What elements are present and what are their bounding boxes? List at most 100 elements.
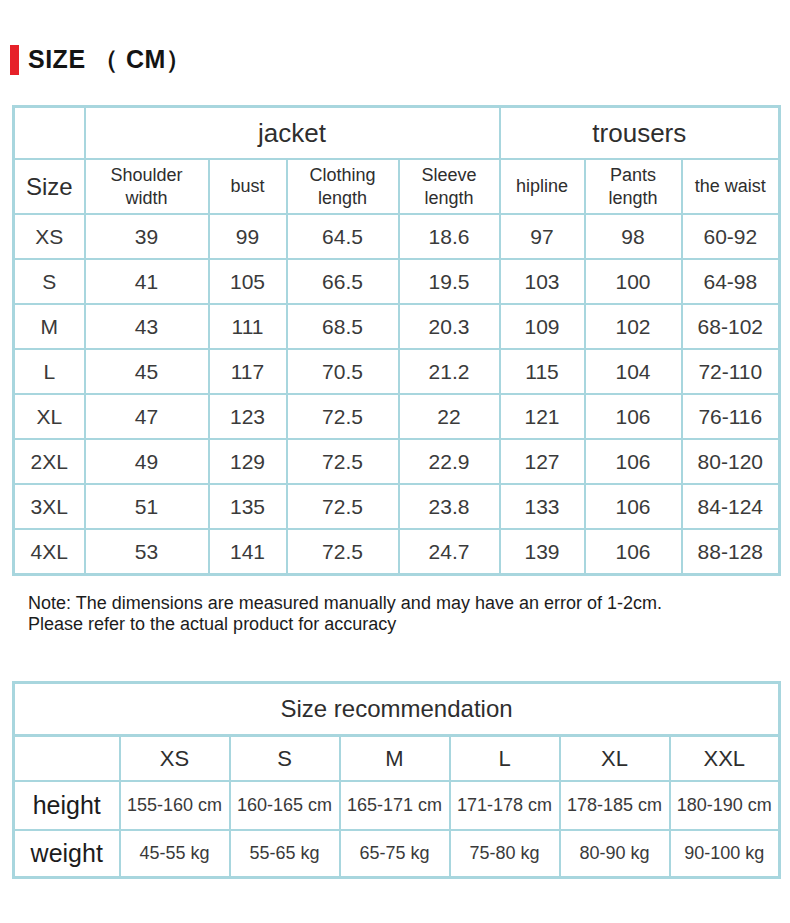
size-cell: 4XL <box>14 529 85 575</box>
group-header-trousers: trousers <box>500 107 780 160</box>
value-cell: 80-90 kg <box>560 830 670 878</box>
column-header-size: Size <box>14 159 85 214</box>
table-row: 4XL 53 141 72.5 24.7 139 106 88-128 <box>14 529 780 575</box>
value-cell: 84-124 <box>682 484 780 529</box>
value-cell: 104 <box>585 349 682 394</box>
value-cell: 117 <box>209 349 287 394</box>
value-cell: 39 <box>85 214 209 259</box>
value-cell: 64.5 <box>287 214 399 259</box>
value-cell: 106 <box>585 394 682 439</box>
value-cell: 139 <box>500 529 585 575</box>
column-header: XXL <box>670 736 780 782</box>
value-cell: 20.3 <box>399 304 500 349</box>
value-cell: 103 <box>500 259 585 304</box>
value-cell: 88-128 <box>682 529 780 575</box>
column-header: Sleeve length <box>399 159 500 214</box>
table-row: Size recommendation <box>14 683 780 736</box>
value-cell: 72-110 <box>682 349 780 394</box>
size-cell: M <box>14 304 85 349</box>
column-header: the waist <box>682 159 780 214</box>
size-table: jacket trousers Size Shoulder width bust… <box>12 105 781 576</box>
column-header: Shoulder width <box>85 159 209 214</box>
corner-empty-cell <box>14 107 85 160</box>
group-header-jacket: jacket <box>85 107 500 160</box>
value-cell: 109 <box>500 304 585 349</box>
value-cell: 133 <box>500 484 585 529</box>
column-header: M <box>340 736 450 782</box>
table-row: XS S M L XL XXL <box>14 736 780 782</box>
value-cell: 66.5 <box>287 259 399 304</box>
size-recommendation-table: Size recommendation XS S M L XL XXL heig… <box>12 681 781 879</box>
row-label-height: height <box>14 781 120 830</box>
value-cell: 75-80 kg <box>450 830 560 878</box>
value-cell: 106 <box>585 529 682 575</box>
table-row: XL 47 123 72.5 22 121 106 76-116 <box>14 394 780 439</box>
value-cell: 24.7 <box>399 529 500 575</box>
value-cell: 22.9 <box>399 439 500 484</box>
value-cell: 97 <box>500 214 585 259</box>
value-cell: 21.2 <box>399 349 500 394</box>
value-cell: 99 <box>209 214 287 259</box>
value-cell: 72.5 <box>287 484 399 529</box>
column-header: Clothing length <box>287 159 399 214</box>
corner-empty-cell <box>14 736 120 782</box>
value-cell: 55-65 kg <box>230 830 340 878</box>
note-line-2: Please refer to the actual product for a… <box>28 614 790 635</box>
value-cell: 68.5 <box>287 304 399 349</box>
value-cell: 98 <box>585 214 682 259</box>
size-cell: 2XL <box>14 439 85 484</box>
value-cell: 70.5 <box>287 349 399 394</box>
value-cell: 45 <box>85 349 209 394</box>
value-cell: 43 <box>85 304 209 349</box>
table-row: 2XL 49 129 72.5 22.9 127 106 80-120 <box>14 439 780 484</box>
column-header: XS <box>120 736 230 782</box>
value-cell: 178-185 cm <box>560 781 670 830</box>
value-cell: 180-190 cm <box>670 781 780 830</box>
value-cell: 60-92 <box>682 214 780 259</box>
table-row: weight 45-55 kg 55-65 kg 65-75 kg 75-80 … <box>14 830 780 878</box>
column-header: XL <box>560 736 670 782</box>
table-row: XS 39 99 64.5 18.6 97 98 60-92 <box>14 214 780 259</box>
table-row: L 45 117 70.5 21.2 115 104 72-110 <box>14 349 780 394</box>
table-row: height 155-160 cm 160-165 cm 165-171 cm … <box>14 781 780 830</box>
title-accent-bar <box>10 45 19 75</box>
size-cell: XS <box>14 214 85 259</box>
value-cell: 41 <box>85 259 209 304</box>
value-cell: 22 <box>399 394 500 439</box>
value-cell: 72.5 <box>287 394 399 439</box>
value-cell: 90-100 kg <box>670 830 780 878</box>
value-cell: 165-171 cm <box>340 781 450 830</box>
value-cell: 72.5 <box>287 529 399 575</box>
value-cell: 19.5 <box>399 259 500 304</box>
value-cell: 121 <box>500 394 585 439</box>
value-cell: 105 <box>209 259 287 304</box>
value-cell: 106 <box>585 439 682 484</box>
table-row: M 43 111 68.5 20.3 109 102 68-102 <box>14 304 780 349</box>
value-cell: 51 <box>85 484 209 529</box>
value-cell: 68-102 <box>682 304 780 349</box>
column-header: Pants length <box>585 159 682 214</box>
size-cell: L <box>14 349 85 394</box>
value-cell: 123 <box>209 394 287 439</box>
table-row: 3XL 51 135 72.5 23.8 133 106 84-124 <box>14 484 780 529</box>
value-cell: 141 <box>209 529 287 575</box>
value-cell: 80-120 <box>682 439 780 484</box>
table-row: S 41 105 66.5 19.5 103 100 64-98 <box>14 259 780 304</box>
value-cell: 76-116 <box>682 394 780 439</box>
value-cell: 111 <box>209 304 287 349</box>
value-cell: 100 <box>585 259 682 304</box>
measurement-note: Note: The dimensions are measured manual… <box>28 593 790 635</box>
value-cell: 23.8 <box>399 484 500 529</box>
value-cell: 102 <box>585 304 682 349</box>
size-cell: 3XL <box>14 484 85 529</box>
size-cell: S <box>14 259 85 304</box>
page-title-text: SIZE （ CM） <box>28 43 191 76</box>
value-cell: 72.5 <box>287 439 399 484</box>
column-header: bust <box>209 159 287 214</box>
value-cell: 64-98 <box>682 259 780 304</box>
column-header: S <box>230 736 340 782</box>
value-cell: 127 <box>500 439 585 484</box>
value-cell: 65-75 kg <box>340 830 450 878</box>
value-cell: 135 <box>209 484 287 529</box>
recommendation-table-title: Size recommendation <box>14 683 780 736</box>
